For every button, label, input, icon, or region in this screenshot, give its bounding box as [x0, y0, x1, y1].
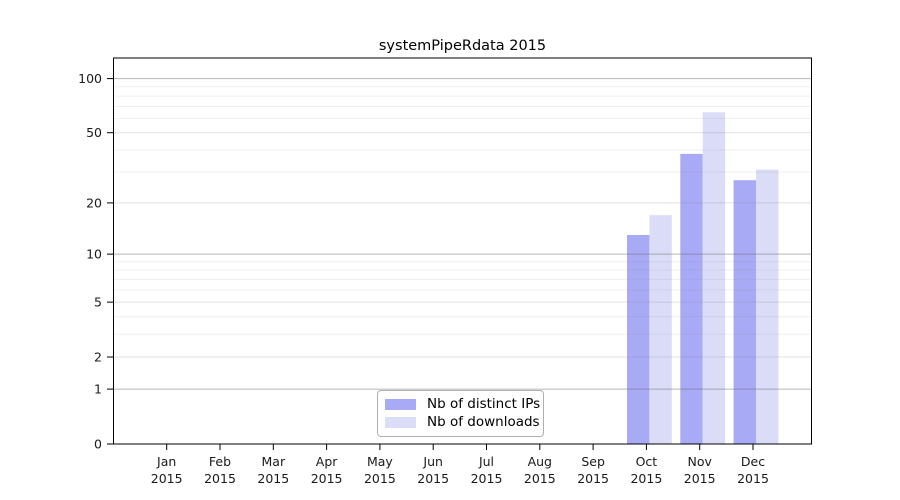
x-tick-label: Nov 2015	[684, 454, 716, 486]
y-tick-label: 2	[94, 350, 102, 365]
x-tick-label: May 2015	[364, 454, 396, 486]
legend-item-distinct-ips: Nb of distinct IPs	[385, 395, 541, 412]
y-tick-label: 10	[86, 247, 102, 262]
chart-title: systemPipeRdata 2015	[378, 38, 547, 54]
y-tick-label: 100	[78, 71, 102, 86]
x-tick-label: Jul 2015	[471, 454, 503, 486]
x-tick-label: Jun 2015	[417, 454, 449, 486]
bar-nov-distinct-ips	[680, 153, 703, 444]
x-tick-label: Dec 2015	[737, 454, 769, 486]
x-tick-label: Jan 2015	[151, 454, 183, 486]
x-tick-label: Feb 2015	[204, 454, 236, 486]
plot-frame	[113, 57, 812, 445]
y-tick-label: 5	[94, 295, 102, 310]
legend: Nb of distinct IPs Nb of downloads	[377, 390, 544, 437]
legend-label-downloads: Nb of downloads	[427, 414, 540, 431]
bar-nov-downloads	[702, 112, 726, 445]
bar-dec-distinct-ips	[733, 180, 756, 444]
legend-swatch-distinct-ips	[385, 398, 416, 410]
x-tick-label: Apr 2015	[311, 454, 343, 486]
x-tick-label: Oct 2015	[630, 454, 662, 486]
bar-dec-downloads	[756, 169, 779, 444]
legend-item-downloads: Nb of downloads	[385, 414, 540, 431]
y-tick-label: 0	[94, 437, 102, 452]
x-tick-label: Mar 2015	[257, 454, 289, 486]
legend-label-distinct-ips: Nb of distinct IPs	[427, 395, 541, 412]
y-tick-label: 50	[86, 125, 102, 140]
legend-swatch-downloads	[385, 417, 416, 429]
x-tick-label: Aug 2015	[524, 454, 556, 486]
y-tick-label: 20	[86, 195, 102, 210]
bar-oct-distinct-ips	[627, 235, 650, 444]
bar-oct-downloads	[649, 215, 672, 444]
y-tick-label: 1	[94, 382, 102, 397]
x-tick-label: Sep 2015	[577, 454, 609, 486]
